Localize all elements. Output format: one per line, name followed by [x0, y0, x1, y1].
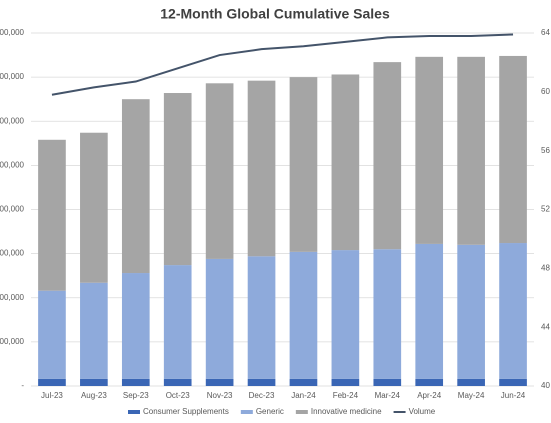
- bar-segment: [499, 378, 527, 386]
- bar-segment: [205, 258, 234, 379]
- bar-segment: [121, 378, 150, 386]
- bar-segment: [163, 378, 192, 386]
- bar-segment: [373, 378, 402, 386]
- bar-segment: [289, 251, 318, 379]
- bar-segment: [163, 265, 192, 379]
- x-tick-label: Feb-24: [333, 391, 359, 400]
- x-tick-label: Aug-23: [81, 391, 107, 400]
- bar-segment: [205, 83, 234, 259]
- bar-segment: [38, 378, 66, 386]
- y-tick-label: 2,500,000: [0, 160, 25, 169]
- bar-segment: [373, 62, 402, 250]
- y2-tick-label: 64: [541, 28, 550, 37]
- y2-tick-label: 60: [541, 87, 550, 96]
- x-tick-label: Jun-24: [501, 391, 526, 400]
- y2-tick-label: 44: [541, 322, 550, 331]
- y2-tick-label: 56: [541, 146, 550, 155]
- line: [51, 33, 514, 96]
- bar-segment: [499, 243, 527, 379]
- x-tick-label: Mar-24: [375, 391, 401, 400]
- x-tick-label: Apr-24: [417, 391, 442, 400]
- bar-segment: [331, 74, 360, 251]
- bar-segment: [331, 250, 360, 379]
- legend-swatch: [295, 410, 308, 414]
- bar-segment: [373, 249, 402, 379]
- bar-segment: [457, 244, 485, 379]
- bar-segment: [499, 55, 527, 244]
- bar-segment: [289, 77, 318, 252]
- y2-tick-label: 40: [541, 381, 550, 390]
- x-tick-label: May-24: [458, 391, 485, 400]
- bar-segment: [38, 139, 66, 291]
- bar-segment: [80, 282, 108, 379]
- bar-segment: [121, 273, 150, 379]
- x-tick-label: Oct-23: [166, 391, 191, 400]
- x-tick-label: Nov-23: [207, 391, 233, 400]
- bar-segment: [38, 290, 66, 379]
- bar-segment: [205, 378, 234, 386]
- bar-segment: [247, 378, 276, 386]
- bar-segment: [247, 256, 276, 379]
- y-tick-label: 4,000,000: [0, 28, 25, 37]
- bar-segment: [457, 56, 485, 245]
- legend-label: Consumer Supplements: [143, 407, 229, 416]
- bar-segment: [163, 93, 192, 266]
- bar-segment: [457, 378, 485, 386]
- bar-segment: [415, 243, 444, 379]
- y-tick-label: 3,000,000: [0, 116, 25, 125]
- legend-label: Generic: [256, 407, 284, 416]
- x-tick-label: Jan-24: [291, 391, 316, 400]
- bar-segment: [415, 378, 444, 386]
- x-tick-label: Jul-23: [41, 391, 63, 400]
- chart-title: 12-Month Global Cumulative Sales: [160, 6, 390, 22]
- bar-segment: [289, 378, 318, 386]
- legend-swatch: [240, 410, 253, 414]
- bar-segment: [415, 56, 444, 244]
- legend-swatch: [128, 410, 140, 414]
- y-tick-label: 500,000: [0, 337, 25, 346]
- bar-segment: [80, 132, 108, 283]
- x-tick-label: Sep-23: [123, 391, 149, 400]
- x-tick-label: Dec-23: [249, 391, 275, 400]
- y-tick-label: 1,500,000: [0, 249, 25, 258]
- y-tick-label: 1,000,000: [0, 293, 25, 302]
- y-tick-label: -: [21, 381, 24, 390]
- y2-tick-label: 48: [541, 263, 550, 272]
- legend-label: Innovative medicine: [311, 407, 382, 416]
- y2-tick-label: 52: [541, 205, 550, 214]
- bar-segment: [80, 378, 108, 386]
- bar-segment: [247, 80, 276, 257]
- y-tick-label: 3,500,000: [0, 72, 25, 81]
- bar-segment: [121, 99, 150, 274]
- bar-segment: [331, 378, 360, 386]
- legend-label: Volume: [409, 407, 436, 416]
- y-tick-label: 2,000,000: [0, 205, 25, 214]
